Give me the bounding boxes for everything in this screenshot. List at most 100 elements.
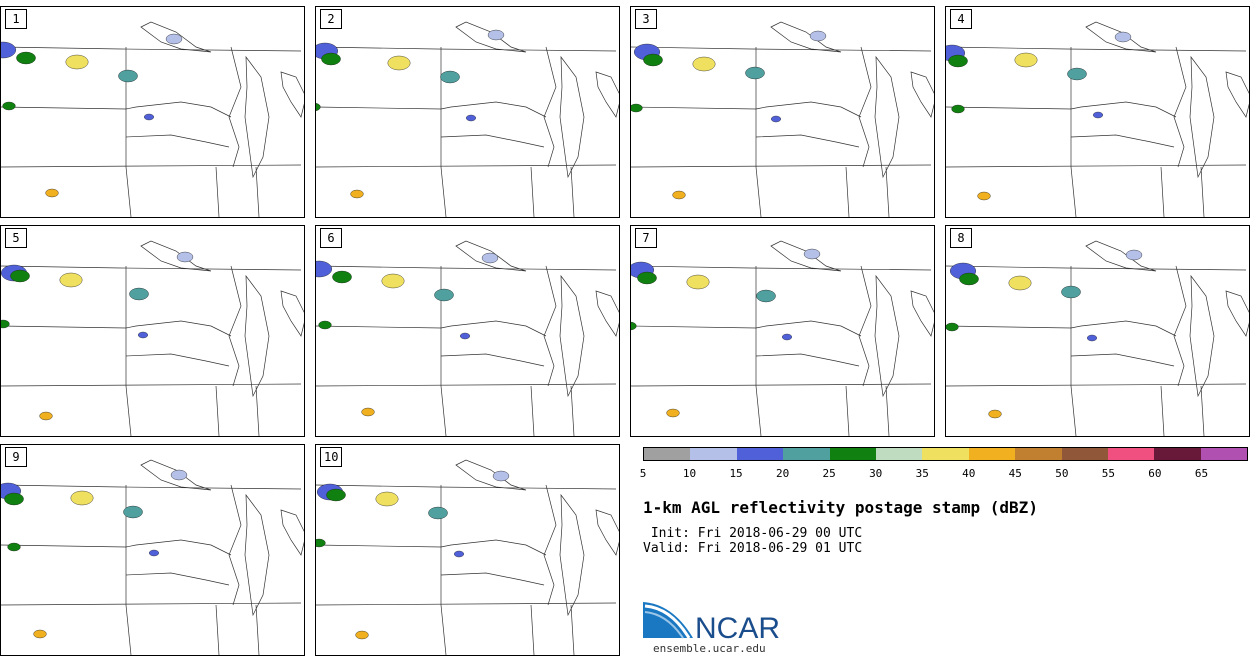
state-border	[215, 166, 220, 217]
colorbar-swatch	[783, 448, 830, 460]
state-border	[1200, 166, 1205, 217]
lake-outline	[874, 55, 900, 179]
colorbar-swatch	[644, 448, 691, 460]
panel-number: 7	[635, 228, 657, 248]
reflectivity-colorbar	[643, 447, 1248, 461]
reflectivity-cell	[1092, 111, 1103, 119]
reflectivity-cell	[781, 333, 792, 341]
basemap	[631, 21, 934, 217]
state-border	[125, 101, 232, 118]
member-panel-8: 8	[945, 225, 1250, 437]
state-border	[946, 46, 1247, 52]
reflectivity-cell	[1014, 52, 1038, 68]
state-border	[631, 265, 932, 271]
state-border	[1200, 385, 1205, 436]
lake-outline	[559, 493, 585, 617]
reflectivity-cell	[361, 407, 375, 417]
state-border	[125, 353, 230, 367]
colorbar-swatch	[1154, 448, 1201, 460]
reflectivity-cell	[318, 320, 332, 330]
state-border	[1, 383, 302, 387]
state-border	[440, 353, 545, 367]
reflectivity-cell	[1008, 275, 1032, 291]
panel-number: 8	[950, 228, 972, 248]
state-border	[631, 383, 932, 387]
reflectivity-cell	[770, 115, 781, 123]
member-panel-1: 1	[0, 6, 305, 218]
state-border	[316, 46, 617, 52]
colorbar-tick-label: 55	[1101, 467, 1115, 480]
basemap	[316, 21, 619, 217]
reflectivity-cell	[321, 52, 341, 66]
lake-outline	[140, 21, 212, 53]
lake-outline	[595, 290, 619, 337]
colorbar-swatch	[1200, 448, 1248, 460]
colorbar-tick-label: 40	[962, 467, 976, 480]
state-border	[570, 604, 575, 655]
lake-outline	[280, 509, 304, 556]
lake-outline	[874, 274, 900, 398]
reflectivity-cell	[70, 490, 94, 506]
reflectivity-cell	[129, 287, 149, 301]
reflectivity-cell	[637, 271, 657, 285]
reflectivity-cell	[459, 332, 470, 340]
state-border	[125, 320, 232, 337]
basemap	[946, 240, 1249, 436]
state-border	[1070, 101, 1177, 118]
colorbar-tick-label: 50	[1055, 467, 1069, 480]
state-border	[440, 101, 547, 118]
state-border	[1160, 385, 1165, 436]
member-panel-3: 3	[630, 6, 935, 218]
panel-number: 1	[5, 9, 27, 29]
state-border	[755, 101, 862, 118]
reflectivity-cell	[176, 251, 194, 263]
reflectivity-cell	[666, 408, 680, 418]
reflectivity-cell	[745, 66, 765, 80]
lake-outline	[455, 240, 527, 272]
reflectivity-cell	[16, 51, 36, 65]
reflectivity-cell	[959, 272, 979, 286]
state-border	[885, 166, 890, 217]
reflectivity-cell	[387, 55, 411, 71]
state-border	[316, 544, 442, 548]
panel-number: 4	[950, 9, 972, 29]
colorbar-tick-label: 25	[822, 467, 836, 480]
lake-outline	[770, 21, 842, 53]
reflectivity-cell	[1, 319, 10, 329]
state-border	[1, 106, 127, 110]
basemap	[946, 21, 1249, 217]
colorbar-swatch	[1107, 448, 1155, 460]
ncar-logo: NCAR	[643, 602, 780, 645]
panel-number: 6	[320, 228, 342, 248]
lake-outline	[140, 240, 212, 272]
reflectivity-cell	[481, 252, 499, 264]
reflectivity-cell	[1114, 31, 1132, 43]
colorbar-swatch	[690, 448, 737, 460]
reflectivity-cell	[118, 69, 138, 83]
basemap	[1, 21, 304, 217]
lake-outline	[1225, 71, 1249, 118]
reflectivity-cell	[316, 538, 326, 548]
reflectivity-cell	[59, 272, 83, 288]
colorbar-swatch	[922, 448, 969, 460]
lake-outline	[455, 459, 527, 491]
state-border	[1, 544, 127, 548]
state-border	[1173, 46, 1187, 168]
state-border	[530, 385, 535, 436]
reflectivity-cell	[977, 191, 991, 201]
lake-outline	[1189, 55, 1215, 179]
reflectivity-cell	[487, 29, 505, 41]
state-border	[946, 164, 1247, 168]
colorbar-tick-label: 65	[1194, 467, 1209, 480]
state-border	[125, 166, 132, 217]
state-border	[755, 134, 860, 148]
state-border	[125, 604, 132, 655]
valid-time: Valid: Fri 2018-06-29 01 UTC	[643, 541, 863, 556]
state-border	[570, 166, 575, 217]
state-border	[1070, 134, 1175, 148]
state-border	[755, 166, 762, 217]
state-border	[440, 539, 547, 556]
reflectivity-cell	[4, 492, 24, 506]
state-border	[845, 166, 850, 217]
reflectivity-cell	[33, 629, 47, 639]
